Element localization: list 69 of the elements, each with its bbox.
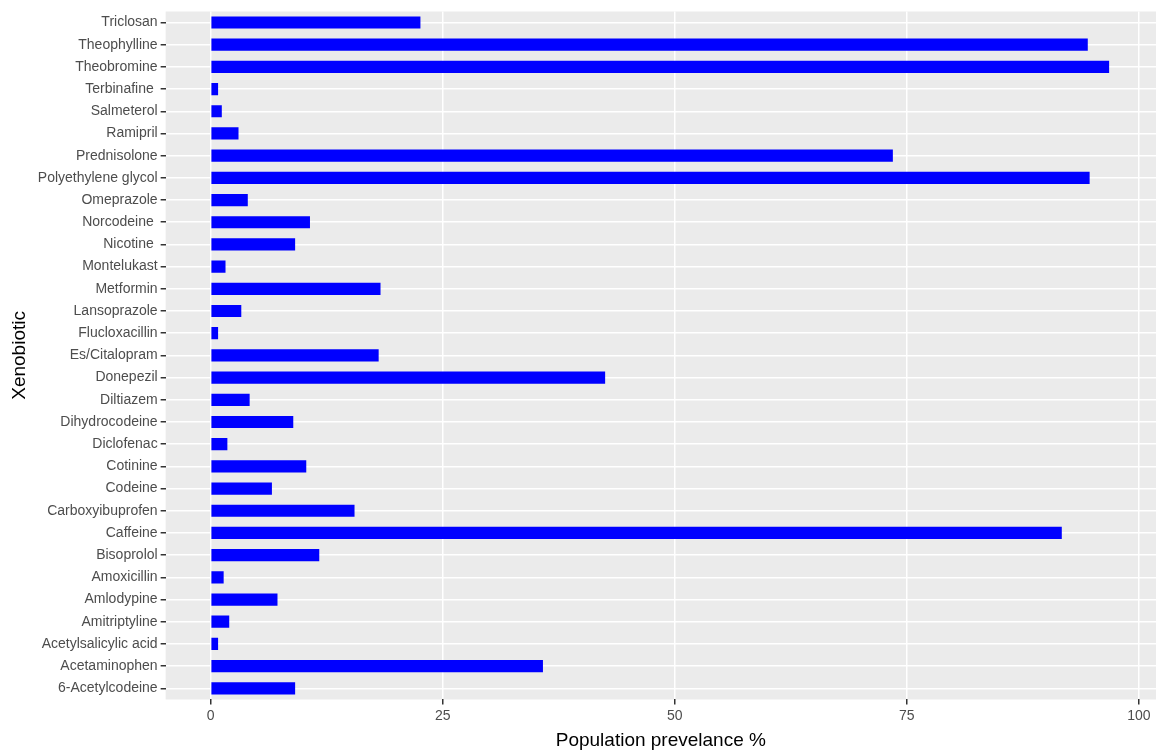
- bar: [211, 327, 219, 340]
- y-tick-label: Amitriptyline: [81, 612, 158, 629]
- y-tick-label: Cotinine: [106, 457, 158, 474]
- bar: [211, 105, 222, 118]
- bar: [211, 549, 320, 562]
- y-tick-label: Dihydrocodeine: [60, 412, 158, 429]
- y-axis-title: Xenobiotic: [7, 311, 29, 400]
- y-tick-label: Es/Citalopram: [69, 346, 158, 363]
- bar: [211, 82, 219, 96]
- bar: [211, 438, 228, 451]
- y-tick-label: Metformin: [95, 279, 158, 296]
- y-tick-label: Amlodypine: [84, 590, 158, 607]
- bar: [211, 171, 1090, 184]
- y-tick-label: Prednisolone: [75, 146, 158, 163]
- x-tick-label: 75: [899, 706, 915, 723]
- bar: [211, 637, 219, 651]
- y-tick-label: Diclofenac: [92, 435, 158, 452]
- bar: [211, 682, 296, 695]
- y-tick-label: Terbinafine: [85, 79, 158, 96]
- bar: [211, 304, 242, 318]
- y-tick-label: Diltiazem: [100, 390, 158, 407]
- y-tick-label: Theophylline: [78, 35, 158, 52]
- bar: [211, 526, 1062, 540]
- x-tick-label: 100: [1127, 706, 1151, 723]
- y-tick-label: Flucloxacillin: [78, 324, 158, 341]
- y-tick-label: Acetylsalicylic acid: [41, 634, 158, 651]
- bar: [211, 238, 296, 251]
- y-tick-label: Lansoprazole: [73, 301, 158, 318]
- y-tick-label: Codeine: [105, 479, 158, 496]
- y-tick-label: Acetaminophen: [60, 656, 158, 673]
- y-tick-label: Triclosan: [101, 13, 158, 30]
- y-tick-label: 6-Acetylcodeine: [58, 679, 158, 696]
- bar: [211, 60, 1110, 73]
- bar: [211, 260, 226, 273]
- y-tick-label: Omeprazole: [81, 190, 158, 207]
- bar: [211, 482, 272, 495]
- bar: [211, 593, 278, 606]
- y-tick-label: Amoxicillin: [91, 568, 158, 585]
- bar: [211, 415, 294, 429]
- y-tick-label: Ramipril: [106, 124, 158, 141]
- bar: [211, 149, 893, 162]
- y-tick-label: Norcodeine: [82, 213, 158, 230]
- bar: [211, 393, 250, 406]
- bar: [211, 38, 1088, 51]
- bar: [211, 216, 310, 229]
- y-tick-label: Caffeine: [105, 523, 158, 540]
- y-tick-label: Theobromine: [75, 57, 158, 74]
- y-tick-label: Polyethylene glycol: [37, 168, 158, 185]
- x-axis-title: Population prevelance %: [555, 728, 767, 750]
- bar: [211, 615, 230, 628]
- bar: [211, 504, 355, 517]
- y-tick-label: Montelukast: [82, 257, 158, 274]
- bar: [211, 571, 224, 584]
- y-tick-label: Salmeterol: [90, 102, 158, 119]
- y-tick-label: Nicotine: [103, 235, 158, 252]
- bar: [211, 282, 381, 295]
- y-tick-label: Donepezil: [95, 368, 158, 385]
- bar: [211, 371, 606, 384]
- y-tick-label: Carboxyibuprofen: [47, 501, 158, 518]
- bar: [211, 460, 307, 473]
- y-tick-label: Bisoprolol: [96, 546, 158, 562]
- bar: [211, 349, 379, 362]
- bar: [211, 127, 239, 140]
- bar: [211, 660, 543, 673]
- bar: [211, 16, 421, 29]
- x-tick-label: 50: [666, 706, 683, 723]
- x-tick-label: 25: [434, 706, 451, 723]
- bar: [211, 193, 248, 207]
- x-tick-label: 0: [206, 706, 215, 723]
